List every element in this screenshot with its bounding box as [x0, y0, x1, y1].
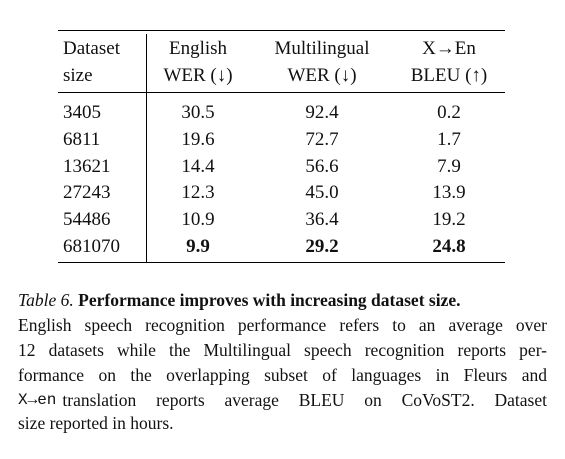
header-cell: WER (↓) — [163, 65, 233, 86]
caption-title: Performance improves with increasing dat… — [78, 290, 461, 310]
table-cell: 45.0 — [305, 182, 339, 204]
table-cell: 12.3 — [181, 182, 215, 204]
table-cell: 19.2 — [432, 209, 466, 231]
table-cell: 27243 — [63, 182, 111, 204]
table-cell: 13621 — [63, 155, 111, 177]
caption-head: Table 6. Performance improves with incre… — [18, 288, 547, 313]
caption-line: 12 datasets while the Multilingual speec… — [18, 340, 547, 360]
header-cell: X→En — [422, 38, 476, 59]
table-cell: 30.5 — [181, 102, 215, 123]
caption-text: translation reports average BLEU on CoVo… — [62, 390, 547, 410]
table-cell: 56.6 — [305, 155, 339, 177]
table-cell: 14.4 — [181, 155, 215, 177]
table-cell: 681070 — [63, 236, 120, 257]
caption-line: formance on the overlapping subset of la… — [18, 365, 547, 385]
table-cell: 10.9 — [181, 209, 215, 231]
table-cell: 29.2 — [305, 236, 339, 257]
caption-line: size reported in hours. — [18, 413, 174, 433]
header-cell: size — [63, 65, 93, 86]
table-cell: 9.9 — [186, 236, 210, 257]
caption-line: X→en translation reports average BLEU on … — [18, 388, 547, 413]
header-cell: BLEU (↑) — [410, 65, 488, 86]
table-cell: 72.7 — [305, 128, 339, 150]
header-cell: WER (↓) — [287, 65, 357, 86]
caption-line: English speech recognition performance r… — [18, 315, 547, 335]
table-cell: 36.4 — [305, 209, 339, 231]
table-cell: 92.4 — [305, 102, 339, 123]
table-cell: 24.8 — [432, 236, 466, 257]
table-cell: 54486 — [63, 209, 111, 231]
caption-label: Table 6. — [18, 290, 74, 310]
mid-rule — [58, 92, 505, 93]
table-cell: 1.7 — [437, 128, 461, 150]
column-divider — [146, 34, 147, 262]
table-cell: 13.9 — [432, 182, 466, 204]
top-rule — [58, 30, 505, 32]
table-cell: 6811 — [63, 128, 101, 150]
table-cell: 3405 — [63, 102, 101, 123]
table-cell: 7.9 — [437, 155, 461, 177]
table-cell: 0.2 — [437, 102, 461, 123]
header-cell: English — [168, 38, 228, 59]
table-cell: 19.6 — [181, 128, 215, 150]
header-cell: Dataset — [63, 38, 120, 59]
header-cell: Multilingual — [274, 38, 370, 59]
caption-code: X→en — [18, 391, 57, 409]
bottom-rule — [58, 262, 505, 264]
